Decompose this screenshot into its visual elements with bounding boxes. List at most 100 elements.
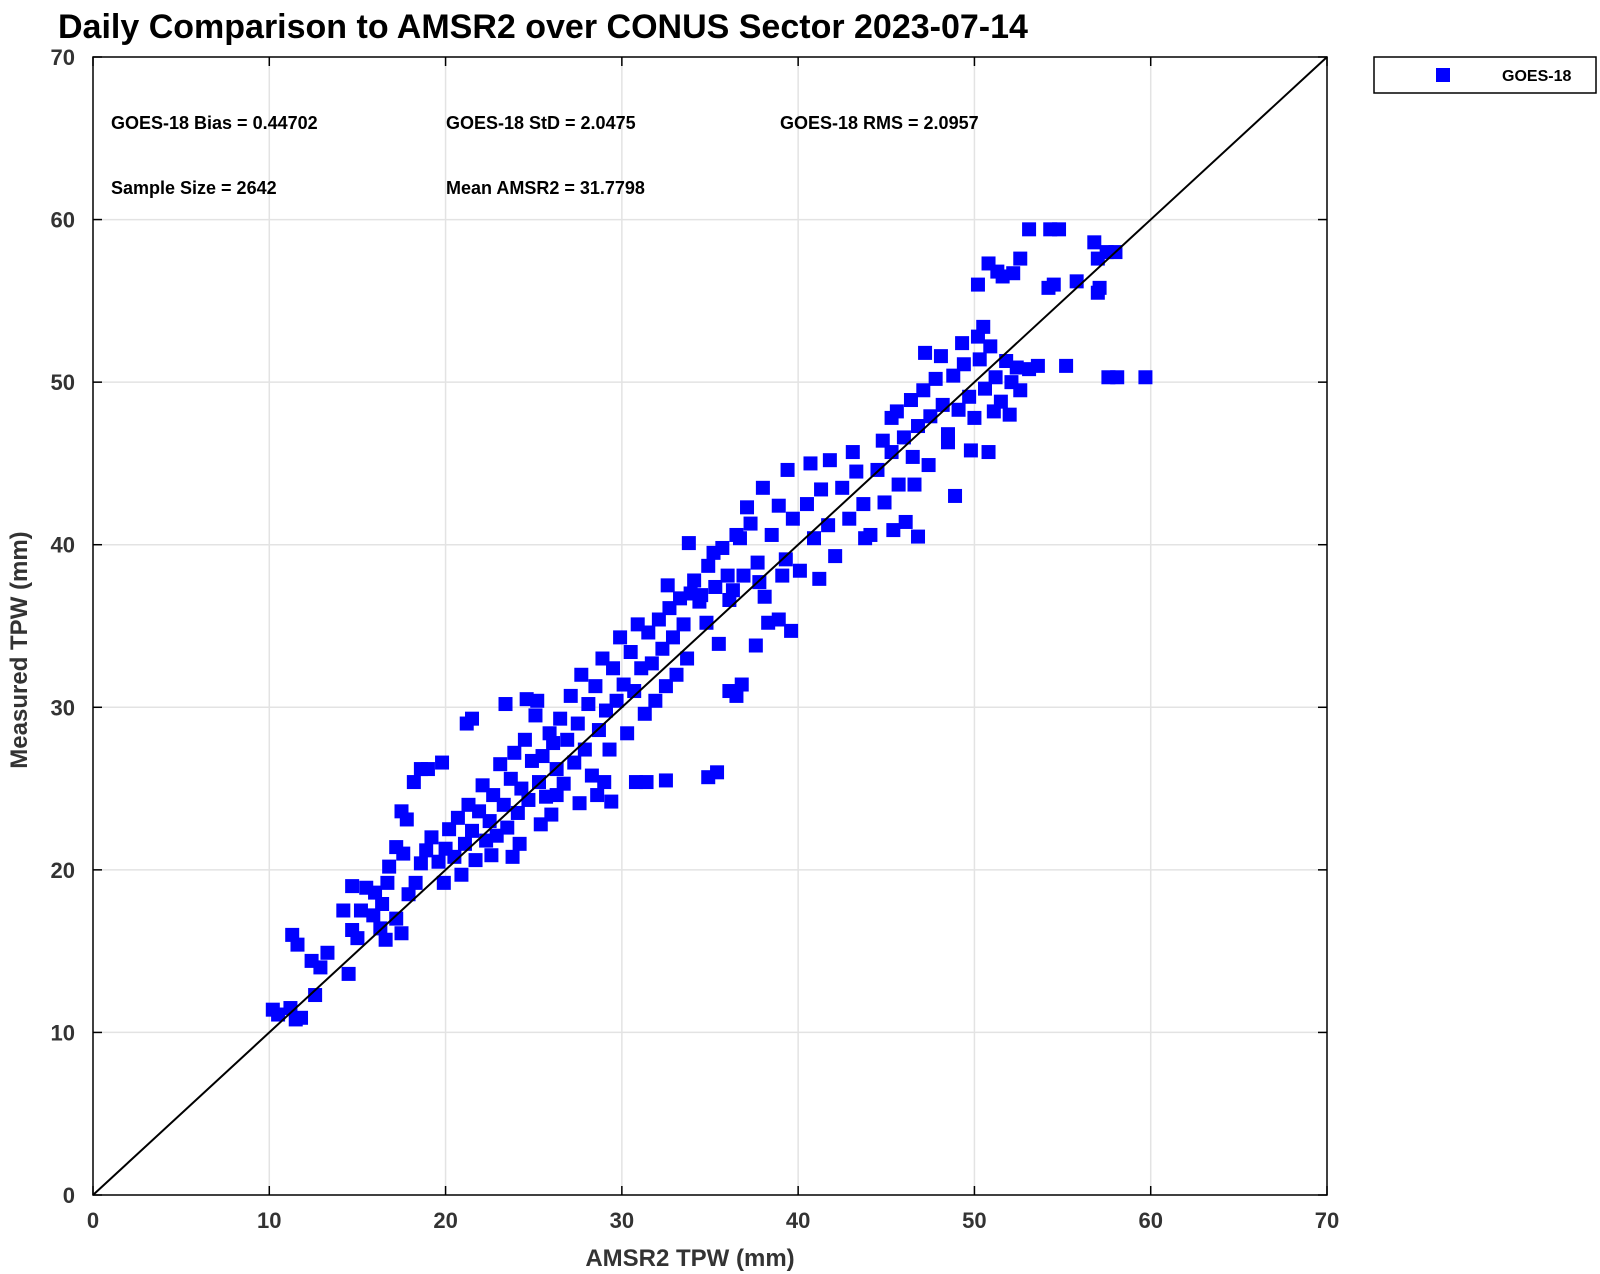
data-point (1009, 360, 1024, 375)
data-point (606, 661, 621, 676)
data-point (396, 846, 411, 861)
data-point (896, 430, 911, 445)
x-tick-label: 20 (433, 1208, 457, 1233)
data-point (755, 480, 770, 495)
data-point (572, 796, 587, 811)
data-point (784, 623, 799, 638)
data-point (740, 500, 755, 515)
data-point (669, 667, 684, 682)
data-point (394, 926, 409, 941)
data-point (353, 903, 368, 918)
data-point (1013, 251, 1028, 266)
data-point (507, 745, 522, 760)
data-point (634, 661, 649, 676)
annotation-bias: GOES-18 Bias = 0.44702 (111, 113, 318, 133)
y-tick-label: 60 (51, 208, 75, 233)
data-point (999, 354, 1014, 369)
data-point (609, 693, 624, 708)
data-point (660, 578, 675, 593)
data-point (496, 797, 511, 812)
data-point (457, 836, 472, 851)
y-axis-label: Measured TPW (mm) (6, 531, 33, 768)
data-point (780, 462, 795, 477)
x-tick-label: 30 (610, 1208, 634, 1233)
x-tick-label: 70 (1315, 1208, 1339, 1233)
data-point (729, 527, 744, 542)
data-point (785, 511, 800, 526)
data-point (858, 531, 873, 546)
data-point (655, 641, 670, 656)
data-point (662, 601, 677, 616)
data-point (503, 771, 518, 786)
data-point (320, 945, 335, 960)
y-tick-label: 30 (51, 695, 75, 720)
data-point (680, 651, 695, 666)
data-point (1138, 370, 1153, 385)
data-point (420, 762, 435, 777)
data-point (375, 896, 390, 911)
data-point (734, 677, 749, 692)
data-point (546, 736, 561, 751)
data-point (382, 859, 397, 874)
data-point (556, 776, 571, 791)
data-point (465, 823, 480, 838)
data-point (500, 820, 515, 835)
y-tick-label: 40 (51, 533, 75, 558)
data-point (533, 817, 548, 832)
data-point (271, 1007, 286, 1022)
data-point (336, 903, 351, 918)
data-point (435, 755, 450, 770)
data-point (923, 409, 938, 424)
data-point (574, 667, 589, 682)
data-point (736, 568, 751, 583)
data-point (368, 885, 383, 900)
data-point (1059, 358, 1074, 373)
data-point (970, 329, 985, 344)
data-point (613, 630, 628, 645)
data-point (694, 588, 709, 603)
data-point (978, 381, 993, 396)
data-point (560, 732, 575, 747)
data-point (1090, 285, 1105, 300)
axis-ticks: 0 10 20 30 40 50 60 70 0 10 20 30 40 50 60 70 (51, 45, 1340, 1233)
data-point (1041, 280, 1056, 295)
data-point (465, 711, 480, 726)
data-point (911, 419, 926, 434)
data-point (366, 908, 381, 923)
data-point (918, 345, 933, 360)
data-point (1006, 266, 1021, 281)
data-point (814, 482, 829, 497)
data-point (512, 836, 527, 851)
data-point (948, 488, 963, 503)
data-point (962, 389, 977, 404)
legend-box (1373, 56, 1597, 94)
data-point (743, 516, 758, 531)
data-point (835, 480, 850, 495)
data-point (842, 511, 857, 526)
data-point (849, 464, 864, 479)
data-point (553, 711, 568, 726)
annotation-rms: GOES-18 RMS = 2.0957 (780, 113, 979, 133)
goes18-points (265, 222, 1153, 1027)
data-point (413, 856, 428, 871)
data-point (584, 768, 599, 783)
data-point (294, 1010, 309, 1025)
data-point (570, 716, 585, 731)
x-axis-label: AMSR2 TPW (mm) (585, 1245, 794, 1272)
legend-label-goes18: GOES-18 (1502, 68, 1571, 85)
data-point (442, 822, 457, 837)
data-point (401, 887, 416, 902)
x-tick-label: 40 (786, 1208, 810, 1233)
data-point (711, 636, 726, 651)
data-point (710, 765, 725, 780)
data-point (588, 679, 603, 694)
data-point (921, 458, 936, 473)
data-point (778, 552, 793, 567)
data-point (983, 339, 998, 354)
data-point (475, 778, 490, 793)
data-point (933, 349, 948, 364)
data-point (436, 875, 451, 890)
annotation-sample-size: Sample Size = 2642 (111, 178, 277, 198)
data-point (792, 563, 807, 578)
